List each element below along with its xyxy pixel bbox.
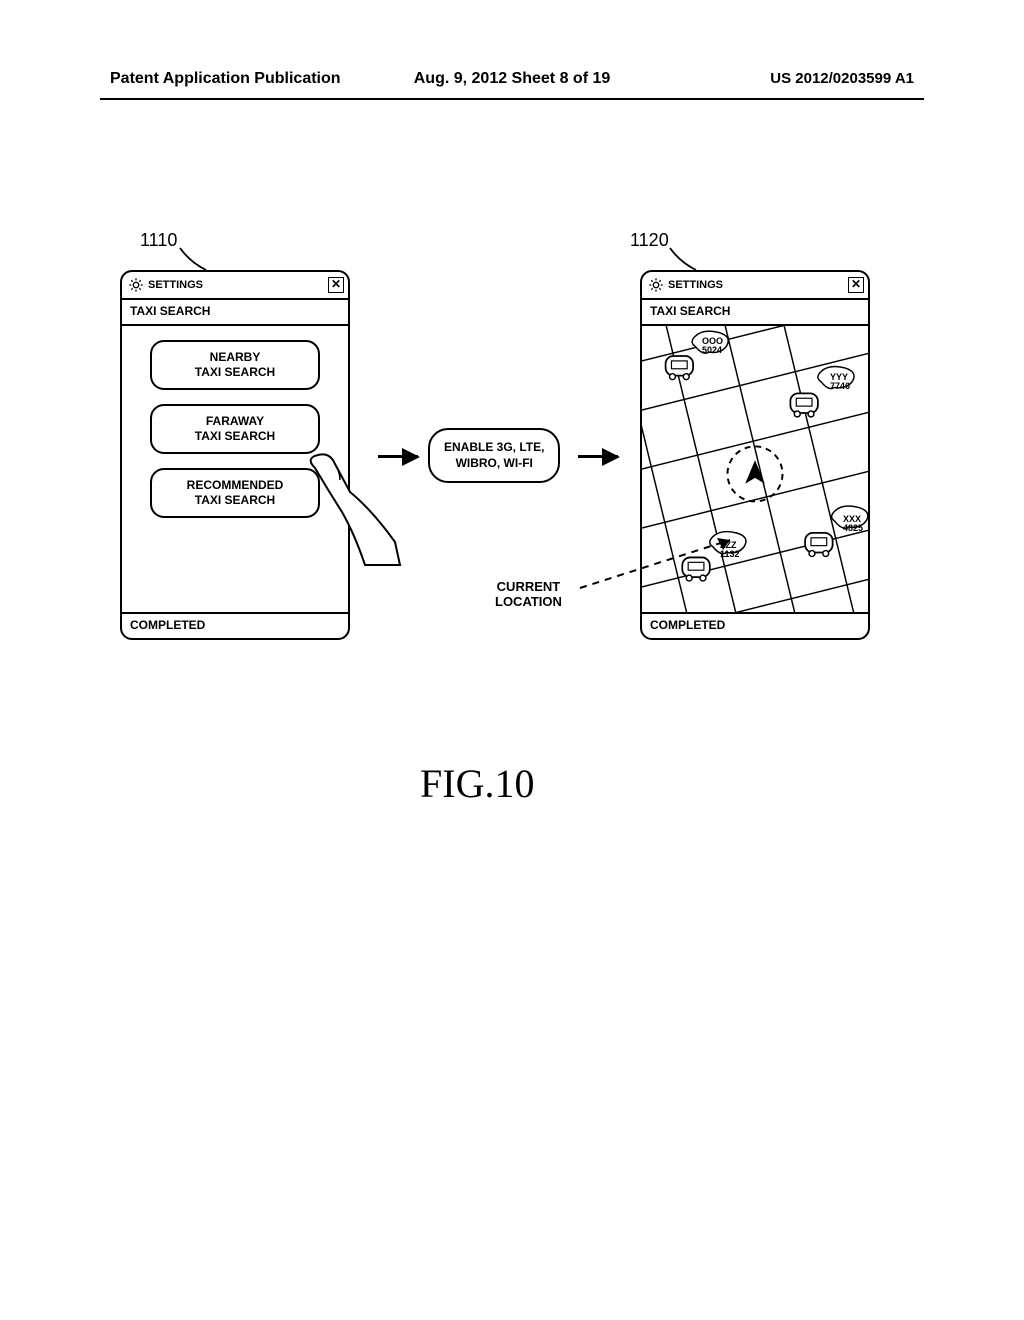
figure-area: 1110 1120 SETTINGS ✕ TAXI SEARCH NEARBY … xyxy=(100,180,924,1220)
header-left: Patent Application Publication xyxy=(110,70,341,88)
faraway-taxi-search-button[interactable]: FARAWAY TAXI SEARCH xyxy=(150,404,320,454)
phone-left-footer: COMPLETED xyxy=(122,612,348,638)
phone-right-title: TAXI SEARCH xyxy=(642,300,868,326)
phone-left-topbar: SETTINGS ✕ xyxy=(122,272,348,300)
close-icon[interactable]: ✕ xyxy=(328,277,344,293)
enable-network-bubble: ENABLE 3G, LTE, WIBRO, WI-FI xyxy=(428,428,560,483)
header-center: Aug. 9, 2012 Sheet 8 of 19 xyxy=(414,70,611,88)
phone-right-footer: COMPLETED xyxy=(642,612,868,638)
gear-icon xyxy=(128,277,144,293)
figure-caption: FIG.10 xyxy=(420,760,534,807)
taxi-label-1: OOO 5024 xyxy=(702,337,723,356)
phone-left-title: TAXI SEARCH xyxy=(122,300,348,326)
recommended-taxi-search-button[interactable]: RECOMMENDED TAXI SEARCH xyxy=(150,468,320,518)
ref-1120: 1120 xyxy=(630,230,669,251)
arrow-to-bubble xyxy=(378,455,418,458)
taxi-label-2: YYY 7746 xyxy=(830,373,850,392)
finger-icon xyxy=(300,450,410,570)
header-rule xyxy=(100,98,924,100)
settings-label[interactable]: SETTINGS xyxy=(668,279,723,291)
gear-icon xyxy=(648,277,664,293)
taxi-label-4: XXX 4825 xyxy=(843,515,863,534)
header-right: US 2012/0203599 A1 xyxy=(770,70,914,88)
current-location-label: CURRENT LOCATION xyxy=(495,580,562,610)
nearby-taxi-search-button[interactable]: NEARBY TAXI SEARCH xyxy=(150,340,320,390)
close-icon[interactable]: ✕ xyxy=(848,277,864,293)
current-location-lead xyxy=(575,530,755,600)
ref-1110: 1110 xyxy=(140,230,177,251)
settings-label[interactable]: SETTINGS xyxy=(148,279,203,291)
arrow-to-phone2 xyxy=(578,455,618,458)
phone-right-topbar: SETTINGS ✕ xyxy=(642,272,868,300)
